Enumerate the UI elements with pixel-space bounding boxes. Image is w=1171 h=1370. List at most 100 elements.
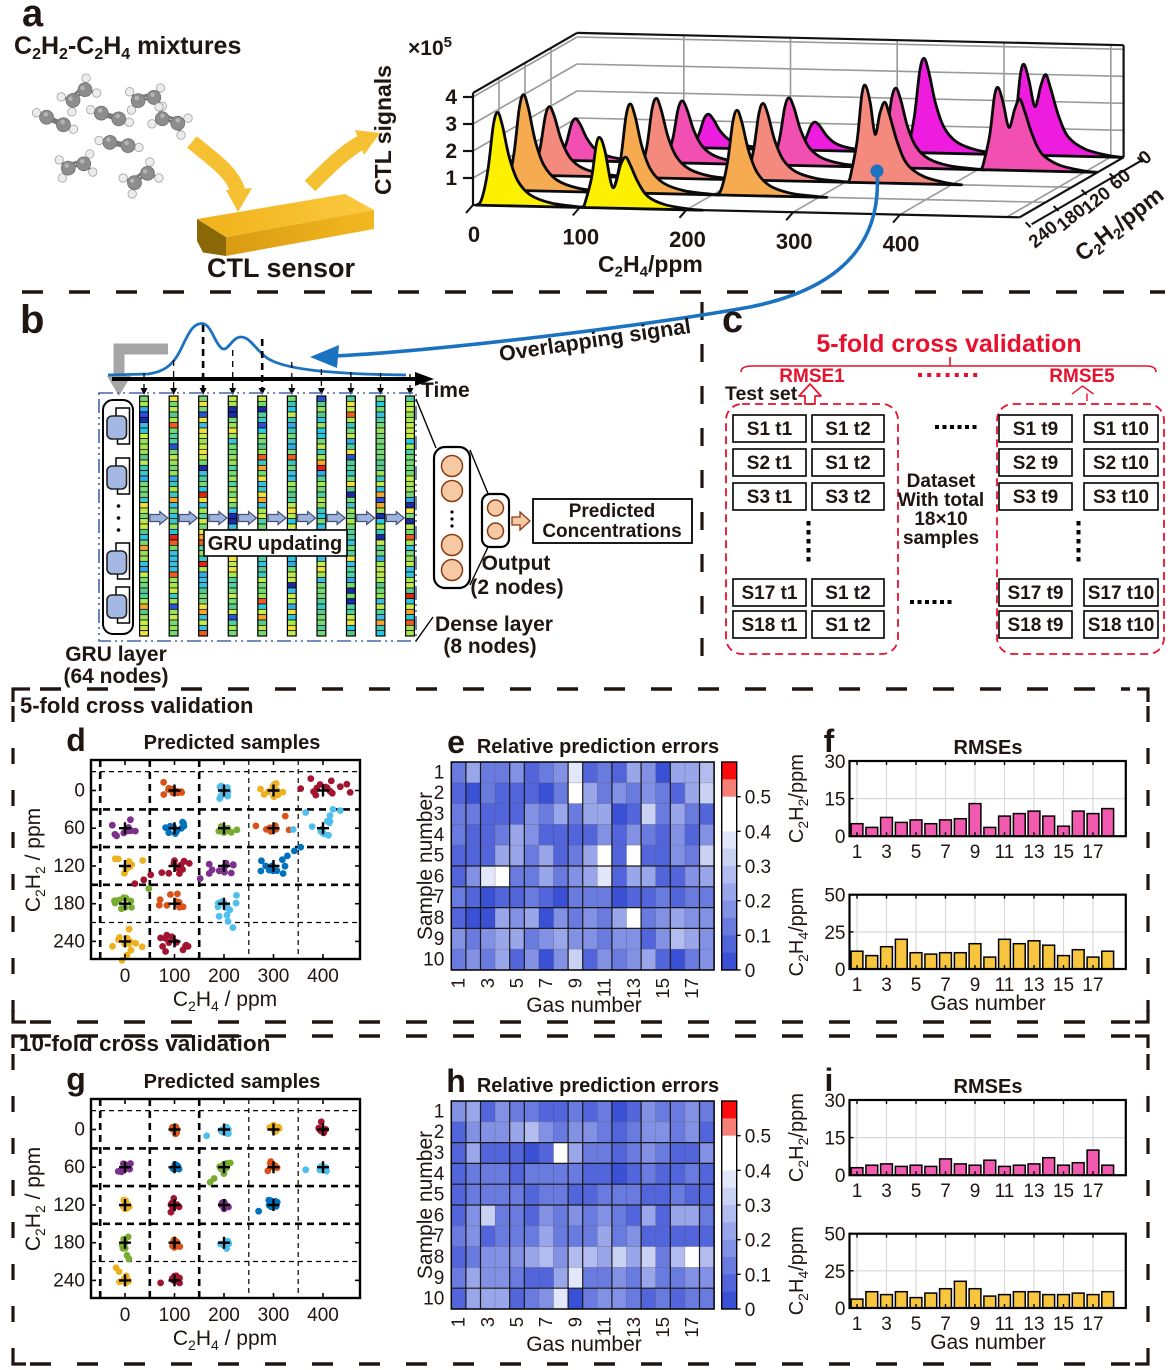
svg-text:h: h (446, 1063, 466, 1099)
svg-text:5: 5 (434, 846, 445, 867)
svg-text:5: 5 (434, 1185, 445, 1206)
svg-text:2: 2 (434, 783, 445, 804)
svg-text:GRU updating: GRU updating (208, 533, 342, 555)
svg-text:0: 0 (745, 1300, 756, 1321)
svg-text:5: 5 (506, 978, 527, 988)
svg-text:7: 7 (940, 975, 951, 996)
svg-text:CTL signals: CTL signals (370, 65, 396, 195)
svg-text:0.4: 0.4 (745, 822, 772, 843)
svg-text:C2H4/ppm: C2H4/ppm (786, 887, 811, 976)
svg-text:4: 4 (445, 86, 457, 109)
svg-text:0: 0 (745, 961, 756, 982)
svg-text:25: 25 (824, 1262, 845, 1283)
svg-text:0: 0 (835, 1166, 846, 1187)
svg-text:0: 0 (74, 1120, 85, 1141)
svg-text:120: 120 (53, 1195, 85, 1216)
svg-text:Dense layer: Dense layer (435, 613, 553, 636)
svg-text:0.1: 0.1 (745, 1265, 771, 1286)
svg-text:15: 15 (1053, 842, 1074, 863)
svg-text:Relative prediction errors: Relative prediction errors (477, 736, 719, 758)
svg-text:1: 1 (448, 978, 469, 988)
svg-text:0.5: 0.5 (745, 1127, 771, 1148)
svg-text:3: 3 (477, 1317, 498, 1327)
svg-text:10: 10 (423, 950, 444, 971)
svg-text:0: 0 (1134, 146, 1155, 169)
svg-text:b: b (20, 298, 44, 342)
svg-text:0: 0 (468, 222, 480, 247)
svg-text:100: 100 (562, 224, 599, 249)
svg-text:8: 8 (434, 1247, 445, 1268)
svg-text:17: 17 (1082, 975, 1103, 996)
svg-text:C2H2 / ppm: C2H2 / ppm (22, 1147, 48, 1251)
svg-text:400: 400 (307, 966, 339, 987)
svg-text:7: 7 (434, 1226, 445, 1247)
svg-text:50: 50 (824, 886, 845, 907)
svg-text:0.1: 0.1 (745, 926, 771, 947)
svg-text:3: 3 (477, 978, 498, 988)
svg-text:Overlapping signal: Overlapping signal (497, 314, 692, 366)
svg-text:S2 t1: S2 t1 (747, 453, 793, 474)
svg-text:9: 9 (564, 1317, 585, 1327)
svg-text:180: 180 (53, 1233, 85, 1254)
svg-text:5-fold cross validation: 5-fold cross validation (816, 330, 1081, 358)
svg-text:S1 t1: S1 t1 (747, 419, 793, 440)
svg-text:10: 10 (423, 1289, 444, 1310)
svg-text:Predicted: Predicted (569, 501, 656, 522)
svg-text:S17 t1: S17 t1 (742, 583, 798, 604)
svg-text:300: 300 (776, 229, 813, 254)
svg-text:Gas number: Gas number (930, 992, 1046, 1015)
svg-text:S3 t2: S3 t2 (825, 487, 870, 508)
svg-text:S1 t9: S1 t9 (1013, 419, 1058, 440)
svg-text:3: 3 (881, 975, 892, 996)
svg-text:S1 t2: S1 t2 (825, 615, 870, 636)
svg-text:0: 0 (835, 960, 846, 981)
svg-text:180: 180 (53, 894, 85, 915)
svg-text:RMSEs: RMSEs (954, 1076, 1023, 1098)
svg-text:S18 t9: S18 t9 (1008, 615, 1064, 636)
svg-text:1: 1 (852, 1314, 863, 1335)
svg-text:C2H2-C2H4 mixtures: C2H2-C2H4 mixtures (14, 32, 241, 63)
svg-text:1: 1 (852, 975, 863, 996)
svg-text:Sample number: Sample number (414, 1131, 437, 1279)
svg-text:9: 9 (564, 978, 585, 988)
svg-text:Relative prediction errors: Relative prediction errors (477, 1075, 719, 1097)
svg-text:d: d (66, 722, 86, 758)
svg-text:5: 5 (911, 842, 922, 863)
svg-text:15: 15 (1053, 1181, 1074, 1202)
svg-text:13: 13 (1023, 1314, 1044, 1335)
svg-text:9: 9 (434, 1268, 445, 1289)
svg-text:0.2: 0.2 (745, 892, 771, 913)
svg-text:13: 13 (623, 1317, 644, 1338)
svg-text:30: 30 (824, 1091, 845, 1112)
svg-text:S3 t9: S3 t9 (1013, 487, 1058, 508)
svg-text:7: 7 (940, 1181, 951, 1202)
svg-text:1: 1 (434, 762, 445, 783)
svg-text:9: 9 (970, 1314, 981, 1335)
svg-text:1: 1 (852, 1181, 863, 1202)
svg-text:240: 240 (53, 1270, 85, 1291)
svg-text:17: 17 (1082, 1314, 1103, 1335)
svg-text:C2H4/ppm: C2H4/ppm (786, 1226, 811, 1315)
svg-text:0.5: 0.5 (745, 788, 771, 809)
svg-text:Concentrations: Concentrations (542, 521, 681, 542)
svg-text:5: 5 (911, 1314, 922, 1335)
svg-text:Test set: Test set (725, 383, 798, 405)
svg-text:6: 6 (434, 1205, 445, 1226)
svg-text:400: 400 (307, 1305, 339, 1326)
svg-text:4: 4 (434, 1164, 445, 1185)
svg-text:S18 t1: S18 t1 (742, 615, 798, 636)
svg-text:i: i (825, 1062, 834, 1098)
svg-text:3: 3 (881, 1314, 892, 1335)
svg-text:13: 13 (1023, 1181, 1044, 1202)
svg-text:4: 4 (434, 825, 445, 846)
svg-text:300: 300 (258, 966, 290, 987)
svg-text:200: 200 (669, 227, 706, 252)
svg-text:120: 120 (53, 856, 85, 877)
svg-text:3: 3 (881, 842, 892, 863)
svg-text:3: 3 (881, 1181, 892, 1202)
svg-text:15: 15 (1053, 1314, 1074, 1335)
svg-text:(8 nodes): (8 nodes) (443, 635, 536, 658)
svg-text:11: 11 (995, 842, 1015, 863)
svg-text:5-fold cross validation: 5-fold cross validation (20, 693, 254, 718)
svg-text:With total: With total (898, 490, 984, 511)
